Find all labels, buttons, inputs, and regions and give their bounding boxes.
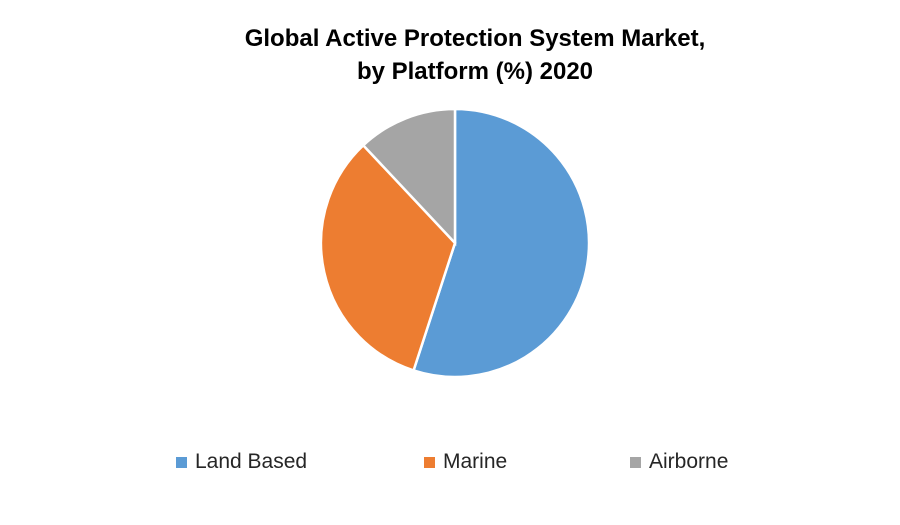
pie-slice-land-based (412, 107, 591, 379)
pie-slice-airborne (361, 107, 457, 247)
legend-swatch (424, 456, 435, 468)
legend-label: Land Based (195, 450, 308, 473)
legend-swatch (630, 456, 641, 468)
pie-slice-marine (319, 143, 457, 373)
chart-title: Global Active Protection System Market, … (0, 22, 900, 88)
legend-label: Airborne (649, 450, 729, 473)
legend-label: Marine (443, 450, 508, 473)
legend-swatch (176, 456, 187, 468)
chart-title-line-2: by Platform (%) 2020 (356, 58, 594, 85)
legend: Land Based Marine Airborne (0, 450, 900, 476)
legend-item-airborne: Airborne (630, 450, 728, 474)
legend-item-marine: Marine (424, 450, 507, 474)
legend-item-land-based: Land Based (176, 450, 307, 474)
chart-title-line-1: Global Active Protection System Market, (244, 25, 706, 52)
